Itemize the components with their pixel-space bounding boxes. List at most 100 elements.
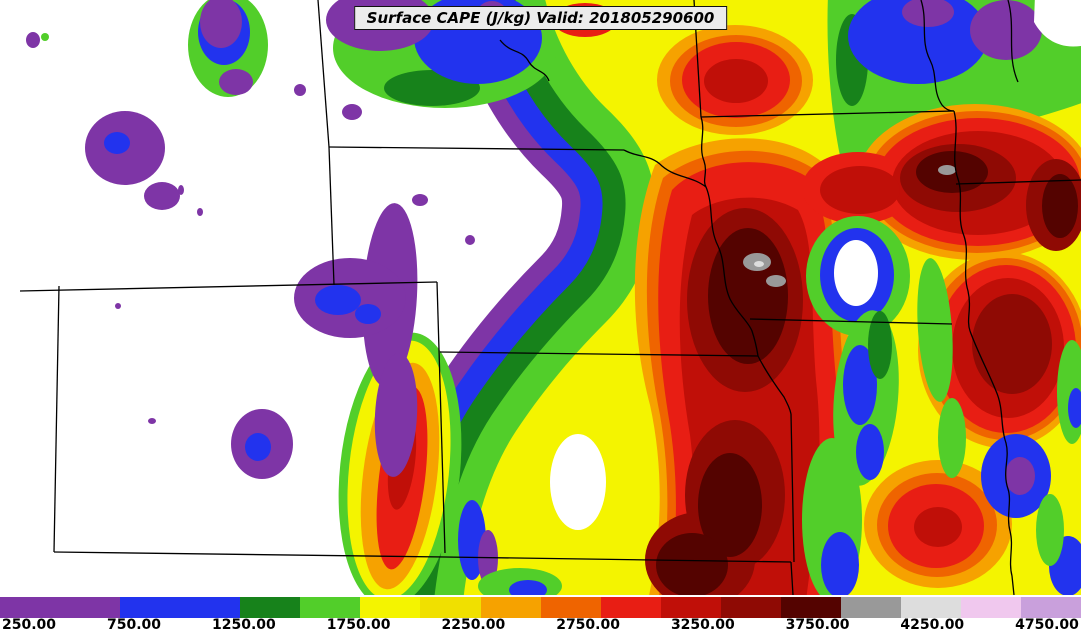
colorbar-segment [1021, 597, 1081, 618]
state-border-line [328, 146, 625, 151]
state-border-line [749, 318, 953, 325]
cape-contour-region [41, 33, 49, 41]
state-border-line [1007, 0, 1019, 83]
state-border-line [955, 179, 1081, 185]
colorbar-tick-label: 1750.00 [326, 617, 391, 633]
state-border-line [436, 281, 446, 554]
cape-contour-region [938, 398, 966, 478]
state-border-line [444, 556, 792, 563]
colorbar-tick-label: 250.00 [2, 617, 57, 633]
state-border-line [953, 110, 971, 332]
cape-contour-region [914, 507, 962, 547]
colorbar-segment [540, 597, 601, 618]
map-area [19, 0, 1081, 595]
cape-contour-region [917, 258, 953, 402]
state-border-line [757, 355, 792, 415]
cape-contour-region [550, 434, 606, 530]
cape-contour-region [970, 0, 1042, 60]
cape-contour-region [509, 580, 547, 595]
state-border-line [439, 351, 759, 357]
colorbar-segment [840, 597, 901, 618]
cape-contour-region [938, 165, 956, 175]
colorbar-segment [0, 597, 61, 618]
cape-contour-region [294, 84, 306, 96]
cape-contour-region [200, 0, 242, 48]
cape-contour-region [148, 418, 156, 424]
title-box: Surface CAPE (J/kg) Valid: 201805290600 [353, 6, 728, 30]
cape-contour-region [704, 59, 768, 103]
cape-contour-region [315, 285, 361, 315]
cape-contour-region [848, 0, 988, 84]
plot-title: Surface CAPE (J/kg) Valid: 201805290600 [366, 9, 715, 27]
cape-contour-region [820, 166, 900, 214]
colorbar-segment [180, 597, 241, 618]
state-border-line [790, 561, 794, 595]
colorbar-segment [60, 597, 121, 618]
cape-contour-region [656, 533, 728, 595]
cape-contour-region [178, 185, 184, 195]
colorbar-labels: 250.00 750.00 1250.00 1750.00 2250.00 2750.00… [0, 617, 1081, 633]
cape-contour-region [843, 345, 877, 425]
colorbar-tick-label: 3250.00 [670, 617, 735, 633]
state-border-line [328, 146, 335, 286]
colorbar-tick-label: 1250.00 [212, 617, 276, 633]
colorbar-tick-label: 3750.00 [785, 617, 850, 633]
cape-contour-region [245, 433, 271, 461]
cape-contour-region [868, 311, 892, 379]
cape-contour-region [754, 261, 764, 267]
cape-contour-region [972, 294, 1052, 394]
colorbar [0, 597, 1081, 618]
colorbar-tick-label: 2250.00 [441, 617, 506, 633]
cape-contour-region [902, 0, 954, 27]
cape-contour-region [708, 228, 788, 364]
cape-contour-region [856, 424, 884, 480]
cape-contour-region [219, 69, 253, 95]
cape-contour-region [1042, 174, 1078, 238]
colorbar-tick-label: 2750.00 [556, 617, 620, 633]
state-border-line [53, 285, 60, 553]
cape-contour-region [821, 532, 859, 595]
cape-contour-region [412, 194, 428, 206]
cape-contour-region [1005, 457, 1035, 495]
cape-contour-region [355, 304, 381, 324]
state-border-line [499, 39, 550, 82]
cape-contour-region [115, 303, 121, 309]
colorbar-segment [240, 597, 301, 618]
colorbar-segment [420, 597, 481, 618]
cape-contour-region [26, 32, 40, 48]
cape-contour-region [465, 235, 475, 245]
cape-contour-region [1034, 0, 1081, 47]
colorbar-segment [120, 597, 181, 618]
cape-contour-region [374, 353, 418, 477]
cape-contour-region [834, 240, 878, 306]
colorbar-segment [660, 597, 721, 618]
colorbar-tick-label: 4750.00 [1015, 617, 1079, 633]
colorbar-segment [360, 597, 421, 618]
state-border-line [317, 0, 330, 148]
colorbar-segment [900, 597, 961, 618]
cape-field-svg [19, 0, 1081, 595]
state-border-line [969, 330, 1015, 595]
state-border-line [790, 413, 795, 563]
colorbar-tick-label: 750.00 [107, 617, 162, 633]
state-border-line [19, 281, 438, 292]
colorbar-tick-label: 4250.00 [900, 617, 965, 633]
cape-contour-region [698, 453, 762, 557]
cape-contour-region [197, 208, 203, 216]
state-border-line [53, 551, 446, 558]
cape-contour-region [1036, 494, 1064, 566]
state-border-line [700, 116, 707, 188]
colorbar-segment [300, 597, 361, 618]
cape-contour-region [342, 104, 362, 120]
cape-contour-region [144, 182, 180, 210]
colorbar-segment [480, 597, 541, 618]
colorbar-segment [780, 597, 841, 618]
state-border-line [700, 110, 955, 118]
state-border-line [705, 186, 759, 357]
state-border-line [920, 0, 955, 112]
cape-contour-region [766, 275, 786, 287]
cape-contour-region [104, 132, 130, 154]
cape-contour-region [1068, 388, 1081, 428]
colorbar-segment [720, 597, 781, 618]
